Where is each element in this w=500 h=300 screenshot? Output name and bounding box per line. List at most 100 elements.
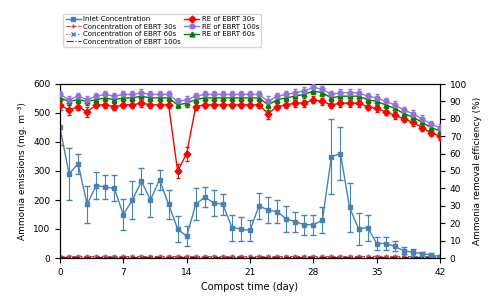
Y-axis label: Ammonia removal efficiency (%): Ammonia removal efficiency (%) [472,97,482,245]
Concentration of EBRT 60s [346,255,352,258]
Concentration of EBRT 30s [220,254,226,258]
Concentration of EBRT 100s [428,255,434,259]
Concentration of EBRT 100s [247,255,253,259]
Concentration of EBRT 100s [356,255,362,259]
Concentration of EBRT 100s [192,255,198,259]
Concentration of EBRT 100s [310,255,316,259]
Line: Concentration of EBRT 30s: Concentration of EBRT 30s [58,254,442,259]
Concentration of EBRT 30s [302,254,308,258]
Concentration of EBRT 100s [220,255,226,259]
Concentration of EBRT 100s [156,255,162,259]
Concentration of EBRT 30s [112,254,117,258]
Concentration of EBRT 30s [256,254,262,258]
Concentration of EBRT 60s [130,255,136,258]
Concentration of EBRT 100s [401,255,407,259]
Concentration of EBRT 60s [112,255,117,258]
Concentration of EBRT 100s [166,255,172,259]
Concentration of EBRT 30s [192,254,198,258]
Concentration of EBRT 30s [57,254,63,258]
Concentration of EBRT 60s [75,255,81,258]
Concentration of EBRT 100s [57,255,63,259]
Concentration of EBRT 60s [364,255,370,258]
Concentration of EBRT 100s [238,255,244,259]
Concentration of EBRT 100s [419,255,425,259]
Concentration of EBRT 100s [437,255,443,259]
Concentration of EBRT 60s [419,255,425,258]
Concentration of EBRT 30s [84,254,90,258]
Y-axis label: Ammonia emissions (mg. m⁻³): Ammonia emissions (mg. m⁻³) [18,102,28,240]
Concentration of EBRT 60s [374,255,380,258]
Concentration of EBRT 100s [292,255,298,259]
Concentration of EBRT 30s [338,254,344,258]
Concentration of EBRT 100s [229,255,235,259]
Concentration of EBRT 30s [328,254,334,258]
Concentration of EBRT 30s [174,254,180,258]
Concentration of EBRT 30s [130,254,136,258]
X-axis label: Compost time (day): Compost time (day) [202,282,298,292]
Concentration of EBRT 60s [265,255,271,258]
Concentration of EBRT 30s [156,254,162,258]
Concentration of EBRT 100s [75,255,81,259]
Concentration of EBRT 100s [320,255,326,259]
Concentration of EBRT 60s [320,255,326,258]
Concentration of EBRT 30s [364,254,370,258]
Concentration of EBRT 30s [229,254,235,258]
Concentration of EBRT 100s [256,255,262,259]
Concentration of EBRT 60s [192,255,198,258]
Concentration of EBRT 60s [156,255,162,258]
Concentration of EBRT 100s [102,255,108,259]
Concentration of EBRT 100s [211,255,217,259]
Concentration of EBRT 30s [310,254,316,258]
Concentration of EBRT 100s [283,255,289,259]
Concentration of EBRT 60s [437,255,443,258]
Concentration of EBRT 30s [202,254,208,258]
Concentration of EBRT 30s [356,254,362,258]
Concentration of EBRT 60s [283,255,289,258]
Concentration of EBRT 30s [211,254,217,258]
Concentration of EBRT 60s [338,255,344,258]
Concentration of EBRT 30s [93,254,99,258]
Concentration of EBRT 30s [410,254,416,258]
Concentration of EBRT 60s [66,255,72,258]
Concentration of EBRT 60s [57,255,63,258]
Concentration of EBRT 30s [166,254,172,258]
Concentration of EBRT 100s [374,255,380,259]
Concentration of EBRT 30s [138,254,144,258]
Concentration of EBRT 100s [120,255,126,259]
Concentration of EBRT 60s [382,255,388,258]
Concentration of EBRT 100s [138,255,144,259]
Concentration of EBRT 60s [410,255,416,258]
Concentration of EBRT 100s [364,255,370,259]
Concentration of EBRT 30s [238,254,244,258]
Concentration of EBRT 30s [428,254,434,258]
Legend: Inlet Concentration, Concentration of EBRT 30s, Concentration of EBRT 60s, Conce: Inlet Concentration, Concentration of EB… [64,14,261,47]
Concentration of EBRT 60s [274,255,280,258]
Concentration of EBRT 30s [66,254,72,258]
Concentration of EBRT 100s [346,255,352,259]
Concentration of EBRT 60s [184,255,190,258]
Concentration of EBRT 60s [256,255,262,258]
Concentration of EBRT 100s [93,255,99,259]
Concentration of EBRT 100s [202,255,208,259]
Concentration of EBRT 30s [102,254,108,258]
Concentration of EBRT 30s [392,254,398,258]
Concentration of EBRT 60s [120,255,126,258]
Concentration of EBRT 60s [247,255,253,258]
Concentration of EBRT 100s [302,255,308,259]
Concentration of EBRT 30s [320,254,326,258]
Concentration of EBRT 30s [346,254,352,258]
Concentration of EBRT 30s [265,254,271,258]
Concentration of EBRT 60s [238,255,244,258]
Concentration of EBRT 100s [328,255,334,259]
Concentration of EBRT 100s [148,255,154,259]
Line: Concentration of EBRT 60s: Concentration of EBRT 60s [58,254,442,259]
Concentration of EBRT 60s [211,255,217,258]
Concentration of EBRT 30s [401,254,407,258]
Concentration of EBRT 60s [84,255,90,258]
Concentration of EBRT 100s [174,255,180,259]
Concentration of EBRT 30s [184,254,190,258]
Concentration of EBRT 60s [428,255,434,258]
Concentration of EBRT 60s [401,255,407,258]
Concentration of EBRT 30s [148,254,154,258]
Concentration of EBRT 60s [292,255,298,258]
